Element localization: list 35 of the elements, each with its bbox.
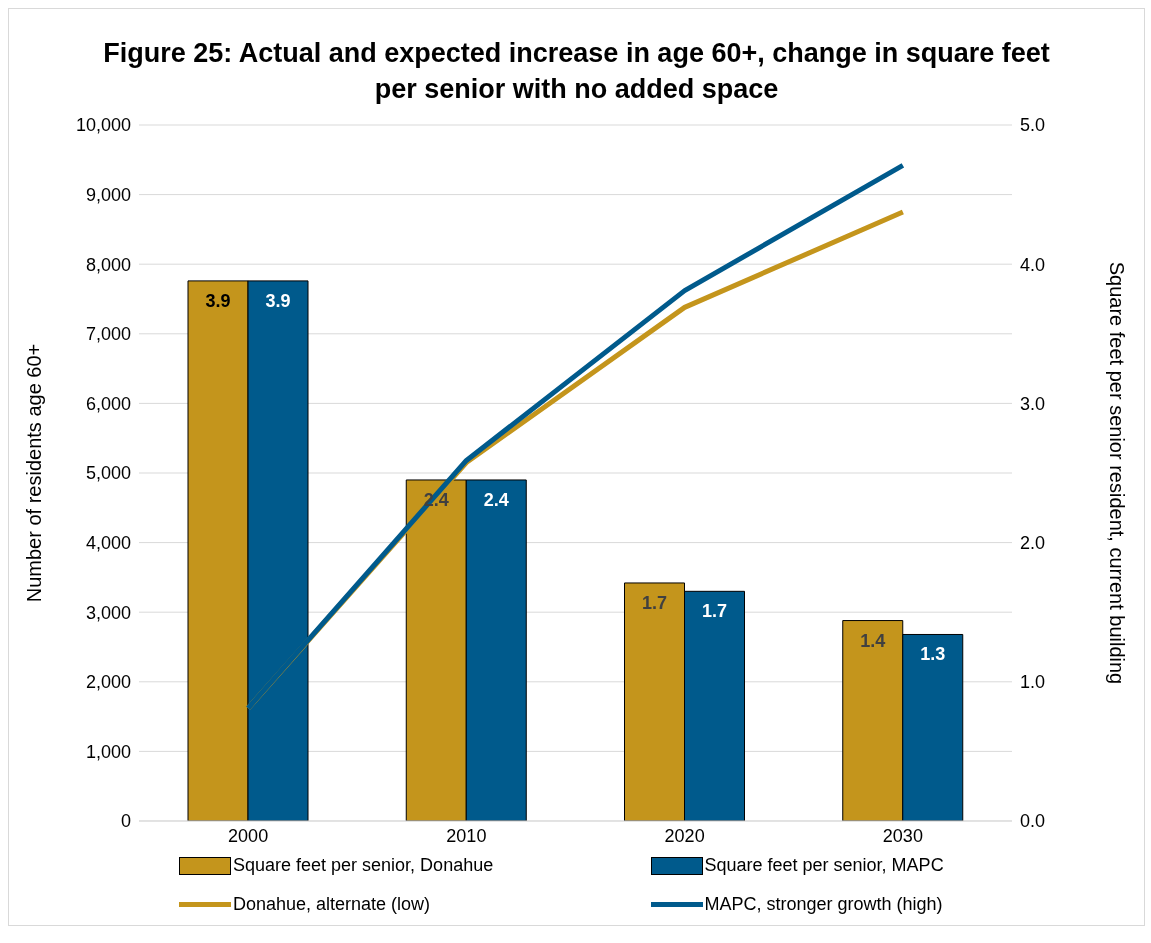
y-tick-label: 7,000 [85,324,131,345]
y2-tick-label: 5.0 [1020,115,1046,136]
x-tick-label: 2000 [228,825,269,846]
data-label: 1.7 [701,601,728,622]
legend-label: Square feet per senior, MAPC [704,855,944,876]
y-tick-label: 2,000 [85,672,131,693]
y-axis-title: Number of residents age 60+ [23,343,46,603]
legend-label: Donahue, alternate (low) [233,894,431,915]
y-tick-label: 10,000 [75,115,131,136]
y-tick-label: 8,000 [85,254,131,275]
y2-tick-label: 2.0 [1020,532,1046,553]
data-label: 1.3 [920,644,946,665]
y-tick-label: 5,000 [85,463,131,484]
y2-axis-title: Square feet per senior resident, current building [1105,261,1128,685]
x-tick-label: 2010 [446,825,487,846]
y-tick-label: 1,000 [85,741,131,762]
y2-tick-label: 4.0 [1020,254,1046,275]
y2-tick-label: 3.0 [1020,393,1046,414]
chart-title: Figure 25: Actual and expected increase in age 60+, change in square feet per senior with no added space [102,37,1051,106]
data-label: 1.7 [641,592,668,613]
x-tick-label: 2030 [882,825,923,846]
y-tick-label: 0 [120,811,131,832]
data-label: 3.9 [205,290,231,311]
y2-tick-label: 1.0 [1020,672,1046,693]
legend-label: Square feet per senior, Donahue [233,855,494,876]
data-label: 2.4 [483,489,509,510]
data-label: 3.9 [265,290,291,311]
y-tick-label: 9,000 [85,184,131,205]
x-tick-label: 2020 [664,825,705,846]
y-tick-label: 3,000 [85,602,131,623]
legend-label: MAPC, stronger growth (high) [704,894,943,915]
y-tick-label: 4,000 [85,532,131,553]
y2-tick-label: 0.0 [1020,811,1046,832]
y-tick-label: 6,000 [85,393,131,414]
data-label: 1.4 [860,630,886,651]
